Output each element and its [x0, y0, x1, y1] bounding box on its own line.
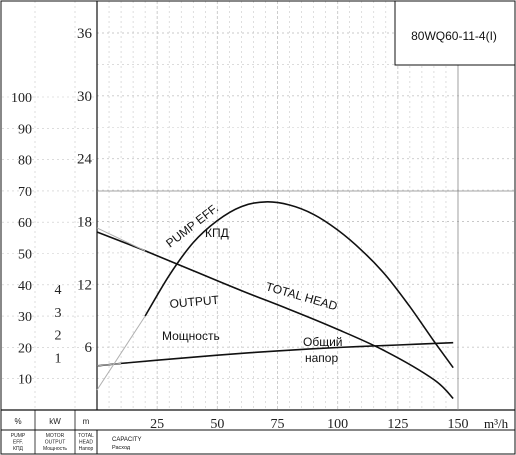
axis-subheader: OUTPUT [45, 440, 66, 446]
head-tick-label: 6 [85, 340, 93, 356]
moshchnost-label: Мощность [162, 329, 220, 343]
efficiency-extension [96, 315, 146, 391]
x-unit-label: m³/h [484, 416, 509, 431]
efficiency-tick-label: 70 [18, 185, 32, 200]
efficiency-tick-label: 40 [18, 279, 32, 294]
efficiency-tick-label: 10 [18, 373, 32, 388]
head-tick-label: 24 [77, 152, 93, 168]
efficiency-tick-label: 90 [18, 122, 32, 137]
model-label: 80WQ60-11-4(I) [411, 29, 497, 43]
efficiency-tick-label: 30 [18, 310, 32, 325]
head-tick-label: 12 [77, 277, 92, 293]
axis-subheader: КПД [13, 446, 24, 452]
kpd-label: КПД [205, 226, 229, 240]
curves [96, 201, 454, 400]
axis-subheader: HEAD [79, 440, 93, 446]
head-tick-label: 36 [77, 26, 93, 42]
efficiency-tick-label: 20 [18, 341, 32, 356]
axis-header: m [83, 417, 90, 426]
axis-header: kW [49, 417, 61, 426]
curve-total-head [96, 231, 454, 400]
axis-subheader: PUMP [11, 433, 26, 439]
axis-subheader: MOTOR [46, 433, 65, 439]
head-extension [96, 227, 146, 252]
axis-subheader: Мощность [43, 446, 67, 452]
capacity-ru-label: Расход [112, 445, 131, 451]
power-extension [96, 362, 122, 367]
power-tick-label: 1 [55, 351, 62, 366]
efficiency-tick-label: 50 [18, 248, 32, 263]
header: 80WQ60-11-4(I) [394, 0, 516, 66]
x-tick-label: 100 [327, 417, 348, 432]
axis-subheader: TOTAL [78, 433, 94, 439]
grid [2, 1, 516, 410]
capacity-label: CAPACITY [112, 437, 142, 443]
x-tick-label: 125 [387, 417, 408, 432]
curve-pump-eff [144, 201, 454, 369]
obshchiy-label: Общий [303, 335, 343, 349]
tick-labels: 25 50 75 100 125 1506121824303610203040506070… [11, 26, 469, 432]
napor-label: напор [305, 351, 338, 365]
efficiency-tick-label: 60 [18, 216, 32, 231]
axis-subheader: EFF. [13, 440, 23, 446]
power-tick-label: 3 [55, 306, 62, 321]
power-tick-label: 4 [55, 283, 62, 298]
curve-output [96, 341, 454, 367]
axis-subheader: Напор [79, 446, 94, 452]
x-tick-label: 25 [150, 417, 164, 432]
head-tick-label: 18 [77, 215, 92, 231]
output-label: OUTPUT [169, 293, 220, 311]
power-tick-label: 2 [55, 329, 62, 344]
x-tick-label: 50 [210, 417, 224, 432]
efficiency-tick-label: 100 [11, 91, 32, 106]
footer: CAPACITY Расход m³/h [112, 416, 509, 451]
efficiency-tick-label: 80 [18, 154, 32, 169]
head-tick-label: 30 [77, 89, 92, 105]
x-tick-label: 150 [448, 417, 469, 432]
axis-header: % [14, 417, 21, 426]
x-tick-label: 75 [271, 417, 285, 432]
model-box [394, 0, 516, 66]
